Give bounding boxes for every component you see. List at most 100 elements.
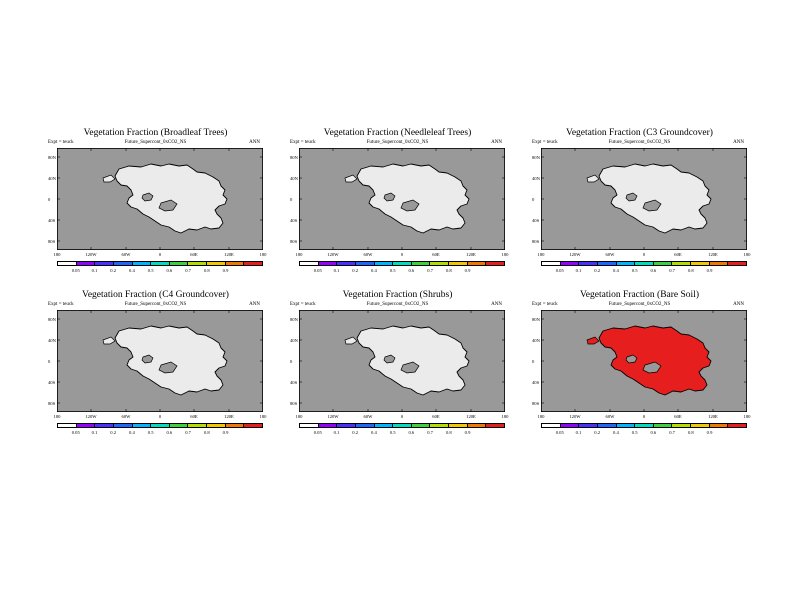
experiment-label: Expt = teuck — [48, 140, 74, 145]
colorbar-swatch — [653, 262, 673, 265]
colorbar-label: 0.2 — [352, 430, 359, 435]
latitude-label: 40N — [48, 175, 56, 181]
colorbar-swatch — [58, 262, 77, 265]
panel-title: Vegetation Fraction (Shrubs) — [342, 290, 453, 300]
longitude-label: 180 — [295, 252, 303, 257]
longitude-label: 120W — [569, 414, 581, 419]
colorbar-label: 0.9 — [464, 430, 471, 435]
colorbar-swatch — [355, 424, 375, 427]
map-panel: Vegetation Fraction (Shrubs) Expt = teuck… — [290, 290, 508, 465]
inland-sea — [625, 192, 638, 202]
colorbar-swatch — [560, 262, 580, 265]
longitude-label: 120E — [224, 414, 234, 419]
longitude-label: 120E — [224, 252, 234, 257]
latitude-label: 40S — [532, 379, 540, 385]
experiment-label: Expt = teuck — [532, 140, 558, 145]
map-panel: Vegetation Fraction (Broadleaf Trees) Exp… — [48, 128, 266, 303]
colorbar-swatch — [691, 262, 710, 265]
colorbar-swatch — [225, 424, 245, 427]
colorbar — [57, 261, 263, 266]
longitude-label: 0 — [158, 252, 162, 257]
colorbar-label: 0.2 — [594, 430, 601, 435]
panel-title: Vegetation Fraction (Bare Soil) — [580, 290, 699, 300]
colorbar-swatch — [486, 424, 505, 427]
colorbar-swatch — [653, 424, 673, 427]
latitude-label: 0 — [290, 196, 293, 202]
map-panel: Vegetation Fraction (Needleleaf Trees) Ex… — [290, 128, 508, 303]
colorbar-label: 0.4 — [129, 268, 135, 273]
supercontinent-landmass — [356, 325, 470, 396]
colorbar-label: 0.6 — [166, 430, 173, 435]
colorbar-swatch — [337, 262, 356, 265]
longitude-label: 180 — [537, 414, 545, 419]
latitude-label: 40N — [532, 337, 540, 343]
colorbar-swatch — [542, 424, 561, 427]
supercontinent-landmass — [598, 325, 712, 396]
longitude-label: 60W — [605, 252, 615, 257]
inland-sea — [158, 361, 178, 374]
latitude-label: 40S — [48, 217, 56, 223]
colorbar-swatch — [635, 262, 654, 265]
colorbar-swatch — [467, 424, 487, 427]
period-label: ANN — [491, 302, 502, 307]
panel-title: Vegetation Fraction (Needleleaf Trees) — [323, 128, 472, 138]
colorbar-swatch — [76, 424, 96, 427]
latitude-label: 40S — [290, 217, 298, 223]
period-label: ANN — [249, 140, 260, 145]
colorbar — [299, 261, 505, 266]
colorbar-swatch — [58, 424, 77, 427]
inland-sea — [158, 199, 178, 212]
colorbar-swatch — [113, 424, 133, 427]
longitude-label: 0 — [400, 414, 404, 419]
longitude-label: 60E — [432, 252, 440, 257]
colorbar-swatch — [318, 262, 338, 265]
colorbar-swatch — [132, 262, 152, 265]
longitude-label: 180 — [501, 252, 509, 257]
latitude-label: 80N — [290, 154, 298, 160]
experiment-label: Expt = teuck — [48, 302, 74, 307]
latitude-label: 40S — [290, 379, 298, 385]
colorbar-label: 0.8 — [203, 430, 210, 435]
colorbar-swatch — [151, 262, 170, 265]
inland-sea — [625, 354, 638, 364]
colorbar-swatch — [449, 262, 468, 265]
colorbar-label: 0.05 — [555, 268, 564, 273]
map-panel: Vegetation Fraction (C4 Groundcover) Expt… — [48, 290, 266, 465]
latitude-label: 80N — [532, 154, 540, 160]
colorbar-swatch — [337, 424, 356, 427]
longitude-label: 120E — [708, 414, 718, 419]
latitude-label: 40N — [48, 337, 56, 343]
latitude-label: 0 — [48, 196, 51, 202]
colorbar-swatch — [672, 262, 692, 265]
colorbar-label: 0.5 — [389, 430, 396, 435]
supercontinent-landmass — [356, 163, 470, 234]
colorbar-swatch — [672, 424, 692, 427]
longitude-label: 120W — [569, 252, 581, 257]
colorbar — [299, 423, 505, 428]
latitude-label: 80S — [48, 400, 56, 406]
colorbar-label: 0.7 — [185, 430, 191, 435]
colorbar-label: 0.6 — [166, 268, 173, 273]
colorbar-label: 0.2 — [594, 268, 601, 273]
colorbar-label: 0.7 — [427, 268, 433, 273]
island — [586, 336, 600, 345]
colorbar-swatch — [113, 262, 133, 265]
longitude-label: 180 — [295, 414, 303, 419]
latitude-label: 80S — [532, 400, 540, 406]
colorbar-label: 0.8 — [445, 430, 452, 435]
map-panel: Vegetation Fraction (Bare Soil) Expt = te… — [532, 290, 750, 465]
run-name: Future_Supercont_0xCO2_NS — [124, 140, 187, 145]
latitude-label: 80N — [532, 316, 540, 322]
colorbar-label: 0.9 — [222, 430, 229, 435]
map-plot — [541, 148, 747, 250]
experiment-label: Expt = teuck — [290, 302, 316, 307]
colorbar-swatch — [691, 424, 710, 427]
colorbar-label: 0.2 — [352, 268, 359, 273]
island — [344, 174, 358, 183]
latitude-label: 40S — [48, 379, 56, 385]
colorbar-swatch — [486, 262, 505, 265]
longitude-label: 0 — [642, 252, 646, 257]
colorbar — [57, 423, 263, 428]
latitude-label: 80N — [48, 154, 56, 160]
colorbar-swatch — [616, 424, 636, 427]
